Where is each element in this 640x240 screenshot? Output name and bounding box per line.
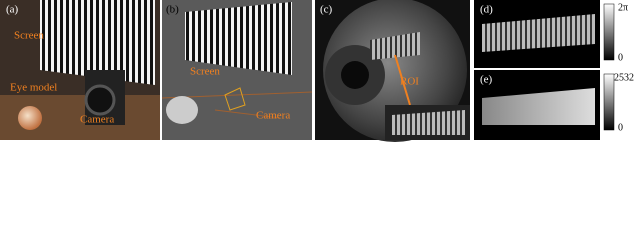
panel-tag: (c): [320, 4, 333, 16]
label: Screen: [190, 66, 220, 78]
panel-tag: (e): [480, 74, 493, 86]
panel-a: (a) Screen Eye model Camera: [0, 0, 160, 140]
panel-c: (c) ROI: [315, 0, 470, 142]
panel-b: (b) Screen Camera: [161, 0, 313, 140]
panel-tag: (a): [6, 4, 19, 16]
label: Eye model: [10, 82, 57, 94]
label: Camera: [80, 114, 114, 126]
label: ROI: [400, 76, 419, 88]
colorbar-min: 0: [618, 122, 623, 133]
colorbar-max: 2π: [618, 2, 628, 13]
panel-d: (d) 2π 0: [474, 0, 628, 68]
panel-e: (e) 2532 0: [474, 70, 634, 140]
panel-tag: (d): [480, 4, 493, 16]
panel-tag: (b): [166, 4, 179, 16]
label: Camera: [256, 110, 290, 122]
figure: (a) Screen Eye model Camera (b) Screen C…: [0, 0, 634, 142]
colorbar-max: 2532: [614, 72, 634, 83]
colorbar-min: 0: [618, 52, 623, 63]
label: Screen: [14, 30, 44, 42]
